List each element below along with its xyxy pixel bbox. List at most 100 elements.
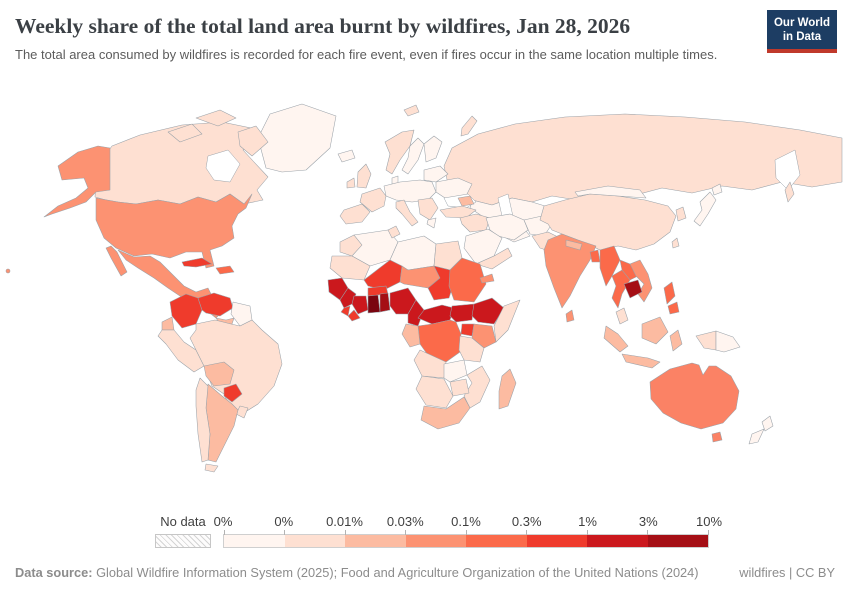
region-vietnam[interactable] xyxy=(629,259,653,303)
region-kenya[interactable] xyxy=(471,323,497,349)
region-congo-gabon[interactable] xyxy=(401,323,421,348)
region-south-africa[interactable] xyxy=(420,396,471,430)
legend-color-cell[interactable] xyxy=(587,535,648,547)
region-venezuela[interactable] xyxy=(197,292,234,317)
region-angola[interactable] xyxy=(413,349,447,379)
region-greece[interactable] xyxy=(426,217,437,229)
region-france[interactable] xyxy=(359,187,387,213)
region-zimbabwe[interactable] xyxy=(449,378,470,397)
region-canada-baffin[interactable] xyxy=(237,125,269,157)
region-thailand[interactable] xyxy=(611,269,631,309)
region-chile[interactable] xyxy=(195,377,211,463)
region-sulawesi[interactable] xyxy=(669,329,683,352)
region-sierra-leone[interactable] xyxy=(340,305,351,317)
region-alaska[interactable] xyxy=(43,145,111,218)
region-new-zealand-south[interactable] xyxy=(748,428,765,445)
region-laos[interactable] xyxy=(619,259,639,281)
region-sudan[interactable] xyxy=(448,257,487,303)
region-sweden[interactable] xyxy=(401,137,425,175)
region-papua-new-guinea[interactable] xyxy=(715,330,741,353)
region-borneo[interactable] xyxy=(641,316,669,345)
region-novaya-zemlya[interactable] xyxy=(460,115,478,137)
region-central-europe[interactable] xyxy=(383,179,437,203)
legend-color-cell[interactable] xyxy=(284,535,345,547)
region-ecuador[interactable] xyxy=(161,316,175,331)
region-tierra-del-fuego[interactable] xyxy=(204,463,219,473)
region-usa[interactable] xyxy=(95,193,253,269)
region-malaysia[interactable] xyxy=(615,307,629,325)
region-sakhalin[interactable] xyxy=(784,181,795,203)
region-peru[interactable] xyxy=(157,329,205,373)
legend-color-cell[interactable] xyxy=(526,535,587,547)
region-yemen-oman[interactable] xyxy=(475,247,513,270)
region-south-sudan[interactable] xyxy=(449,303,475,323)
legend-color-cell[interactable] xyxy=(466,535,527,547)
region-uk[interactable] xyxy=(356,163,372,189)
region-korea[interactable] xyxy=(675,206,687,222)
region-madagascar[interactable] xyxy=(498,368,517,410)
region-australia[interactable] xyxy=(649,362,740,430)
region-brazil[interactable] xyxy=(189,319,283,415)
region-somalia[interactable] xyxy=(493,299,521,343)
region-colombia[interactable] xyxy=(169,293,203,329)
owid-logo[interactable]: Our World in Data xyxy=(766,10,837,53)
region-togo-benin[interactable] xyxy=(379,292,391,313)
region-papua-indonesia[interactable] xyxy=(695,330,717,351)
legend-color-cell[interactable] xyxy=(224,535,285,547)
region-greenland[interactable] xyxy=(257,103,337,173)
region-hawaii[interactable] xyxy=(5,268,11,274)
region-norway[interactable] xyxy=(384,129,415,175)
region-levant-iraq[interactable] xyxy=(459,213,491,233)
region-uganda[interactable] xyxy=(460,323,475,337)
region-tasmania[interactable] xyxy=(711,431,723,443)
region-turkey[interactable] xyxy=(439,205,477,219)
region-caucasus[interactable] xyxy=(457,195,475,207)
region-italy[interactable] xyxy=(395,199,419,227)
region-finland[interactable] xyxy=(423,135,443,163)
region-sumatra[interactable] xyxy=(603,325,629,353)
region-liberia[interactable] xyxy=(347,309,361,322)
region-ireland[interactable] xyxy=(346,177,356,189)
region-bangladesh[interactable] xyxy=(589,249,601,263)
region-eritrea[interactable] xyxy=(479,273,495,284)
region-tunisia[interactable] xyxy=(387,225,401,239)
region-ghana[interactable] xyxy=(367,294,381,314)
region-canada-island[interactable] xyxy=(167,123,203,143)
legend-color-cell[interactable] xyxy=(647,535,708,547)
region-cuba[interactable] xyxy=(181,257,213,268)
region-java[interactable] xyxy=(621,353,661,369)
legend-color-cell[interactable] xyxy=(405,535,466,547)
region-ethiopia[interactable] xyxy=(471,297,505,325)
region-mexico[interactable] xyxy=(117,249,213,303)
region-baja-california[interactable] xyxy=(105,245,128,277)
region-philippines-luzon[interactable] xyxy=(663,281,676,305)
region-ivory-coast[interactable] xyxy=(351,295,369,315)
region-iceland[interactable] xyxy=(337,149,356,163)
region-sri-lanka[interactable] xyxy=(565,309,575,323)
legend-no-data-swatch[interactable] xyxy=(155,534,211,548)
region-bolivia[interactable] xyxy=(203,361,235,387)
region-zambia[interactable] xyxy=(443,359,468,383)
legend-no-data[interactable]: No data xyxy=(155,513,211,548)
region-namibia-botswana[interactable] xyxy=(415,375,454,409)
region-nepal[interactable] xyxy=(565,239,583,251)
region-tanzania[interactable] xyxy=(458,335,485,363)
region-svalbard[interactable] xyxy=(403,104,420,117)
region-canada-island[interactable] xyxy=(195,109,237,127)
license-note[interactable]: wildfires | CC BY xyxy=(739,565,835,580)
region-balkans[interactable] xyxy=(417,197,439,221)
region-india[interactable] xyxy=(543,233,597,309)
region-philippines-mindanao[interactable] xyxy=(667,301,680,315)
region-japan[interactable] xyxy=(693,191,717,227)
region-new-zealand-north[interactable] xyxy=(761,415,774,432)
legend-color-cell[interactable] xyxy=(345,535,406,547)
region-iberia[interactable] xyxy=(339,203,371,225)
region-hokkaido[interactable] xyxy=(711,183,723,196)
region-hispaniola[interactable] xyxy=(215,265,235,275)
region-mozambique[interactable] xyxy=(463,365,491,409)
region-mongolia[interactable] xyxy=(574,185,647,199)
region-paraguay[interactable] xyxy=(223,383,243,403)
region-belarus-baltics[interactable] xyxy=(423,165,449,183)
region-taiwan[interactable] xyxy=(671,237,680,249)
region-cambodia[interactable] xyxy=(623,279,643,299)
